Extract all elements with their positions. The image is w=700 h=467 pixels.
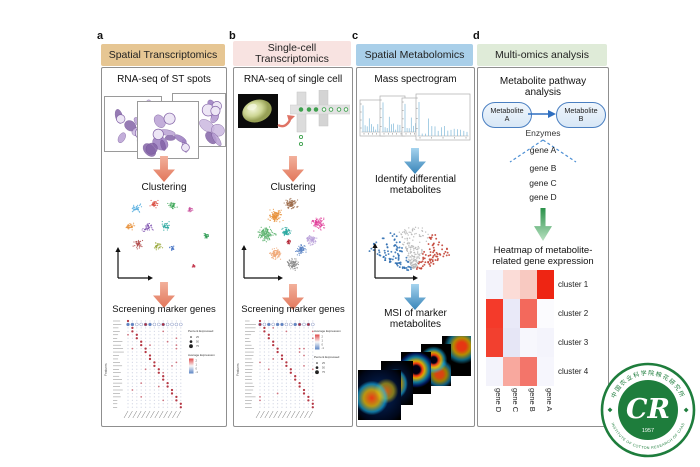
panel-letter-b: b xyxy=(229,30,236,42)
svg-text:25: 25 xyxy=(196,335,199,339)
flow-arrow-icon xyxy=(282,156,304,182)
svg-text:Features: Features xyxy=(104,363,108,376)
svg-text:2: 2 xyxy=(322,335,324,339)
single-cell-capture xyxy=(234,90,352,154)
svg-text:1: 1 xyxy=(322,338,324,342)
svg-text:Percent Expressed: Percent Expressed xyxy=(188,329,214,333)
step-title-rnaseq-sc: RNA-seq of single cell xyxy=(243,74,343,85)
heatmap xyxy=(486,270,554,386)
panel-b-header: Single-cell Transcriptomics xyxy=(233,41,351,66)
svg-text:Average Expression: Average Expression xyxy=(314,329,341,333)
step-title-pathway: Metabolite pathway analysis xyxy=(499,76,587,98)
step-title-rnaseq-st: RNA-seq of ST spots xyxy=(117,74,211,85)
dashed-branch-icon xyxy=(509,139,577,163)
svg-text:Features: Features xyxy=(236,363,240,376)
logo-monogram: CR xyxy=(626,394,670,425)
seed-image xyxy=(238,94,278,128)
panel-a: RNA-seq of ST spots Clustering Screening… xyxy=(101,67,227,427)
heatmap-cell xyxy=(520,270,537,299)
logo-year: 1957 xyxy=(642,428,654,434)
panel-c-header: Spatial Metabolomics xyxy=(356,44,473,66)
heatmap-cell xyxy=(537,270,554,299)
panel-letter-d: d xyxy=(473,30,480,42)
panel-c: Mass spectrogram Identify differential m… xyxy=(356,67,475,427)
step-title-clustering-a: Clustering xyxy=(141,182,187,193)
panel-a-header: Spatial Transcriptomics xyxy=(101,44,225,66)
step-title-heatmap: Heatmap of metabolite- related gene expr… xyxy=(492,245,594,267)
gene-column-label: gene D xyxy=(494,388,503,413)
step-title-clustering-b: Clustering xyxy=(270,182,316,193)
volcano-plot xyxy=(368,226,451,281)
svg-text:-1: -1 xyxy=(322,346,325,350)
enzymes-label: Enzymes xyxy=(525,128,561,138)
heatmap-cell xyxy=(537,299,554,328)
st-histology-tiles xyxy=(102,90,226,159)
step-title-identify-metabolites: Identify differential metabolites xyxy=(375,174,456,196)
svg-text:50: 50 xyxy=(196,340,199,344)
pathway-arrow-icon xyxy=(528,110,556,118)
flow-arrow-icon xyxy=(404,284,426,310)
gene-list-item: gene D xyxy=(529,192,557,202)
gene-column-label: gene C xyxy=(511,388,520,413)
heatmap-cell xyxy=(486,299,503,328)
panel-letter-a: a xyxy=(97,30,104,42)
metabolite-node-b: Metabolite B xyxy=(556,102,606,128)
panel-letter-c: c xyxy=(352,30,359,42)
svg-text:-1: -1 xyxy=(196,370,199,374)
flow-arrow-icon xyxy=(534,208,552,241)
panel-b: RNA-seq of single cell Clustering Screen… xyxy=(233,67,353,427)
microfluidic-chip-icon xyxy=(290,90,350,147)
svg-text:75: 75 xyxy=(322,370,325,374)
heatmap-cell xyxy=(520,299,537,328)
cluster-label: cluster 2 xyxy=(558,309,589,318)
heatmap-cell xyxy=(503,357,520,386)
dot-plot-b: Features Average Expression 210-1 Percent E… xyxy=(236,319,341,419)
svg-text:50: 50 xyxy=(322,366,325,370)
curved-arrow-icon xyxy=(277,115,295,128)
umap-plot-a xyxy=(115,199,210,281)
svg-text:Percent Expressed: Percent Expressed xyxy=(314,355,340,359)
heatmap-cell xyxy=(486,357,503,386)
heatmap-cell xyxy=(486,328,503,357)
gene-list-item: gene A xyxy=(529,145,557,155)
step-title-screening-a: Screening marker genes xyxy=(112,304,216,315)
gene-list-item: gene C xyxy=(529,178,557,188)
msi-image-stack xyxy=(357,334,474,424)
cluster-label: cluster 3 xyxy=(558,338,589,347)
step-title-msi: MSI of marker metabolites xyxy=(384,308,447,330)
svg-text:2: 2 xyxy=(196,359,198,363)
gene-list-item: gene B xyxy=(529,163,557,173)
umap-plot-b xyxy=(241,197,326,281)
heatmap-cell xyxy=(520,357,537,386)
cluster-label: cluster 4 xyxy=(558,367,589,376)
svg-text:0: 0 xyxy=(322,342,324,346)
heatmap-cell xyxy=(503,299,520,328)
heatmap-cell xyxy=(537,357,554,386)
heatmap-cell xyxy=(520,328,537,357)
institute-logo: 中国农业科学院棉花研究所 INSTITUTE OF COTTON RESEARC… xyxy=(600,362,696,458)
step-title-mass-spectrogram: Mass spectrogram xyxy=(374,74,457,85)
gene-column-label: gene B xyxy=(528,388,537,412)
heatmap-cell xyxy=(503,328,520,357)
step-title-screening-b: Screening marker genes xyxy=(241,304,345,315)
heatmap-cell xyxy=(503,270,520,299)
cluster-label: cluster 1 xyxy=(558,280,589,289)
flow-arrow-icon xyxy=(153,156,175,182)
panel-d: Metabolite pathway analysis Metabolite A… xyxy=(477,67,609,427)
metabolite-node-a: Metabolite A xyxy=(482,102,532,128)
svg-text:25: 25 xyxy=(322,361,325,365)
panel-d-header: Multi-omics analysis xyxy=(477,44,607,66)
heatmap-cell xyxy=(486,270,503,299)
heatmap-cell xyxy=(537,328,554,357)
svg-text:75: 75 xyxy=(196,344,199,348)
flow-arrow-icon xyxy=(404,148,426,174)
svg-text:1: 1 xyxy=(196,362,198,366)
mass-spectra xyxy=(359,93,471,141)
gene-column-label: gene A xyxy=(545,388,554,412)
svg-text:Average Expression: Average Expression xyxy=(188,353,215,357)
svg-text:0: 0 xyxy=(196,366,198,370)
